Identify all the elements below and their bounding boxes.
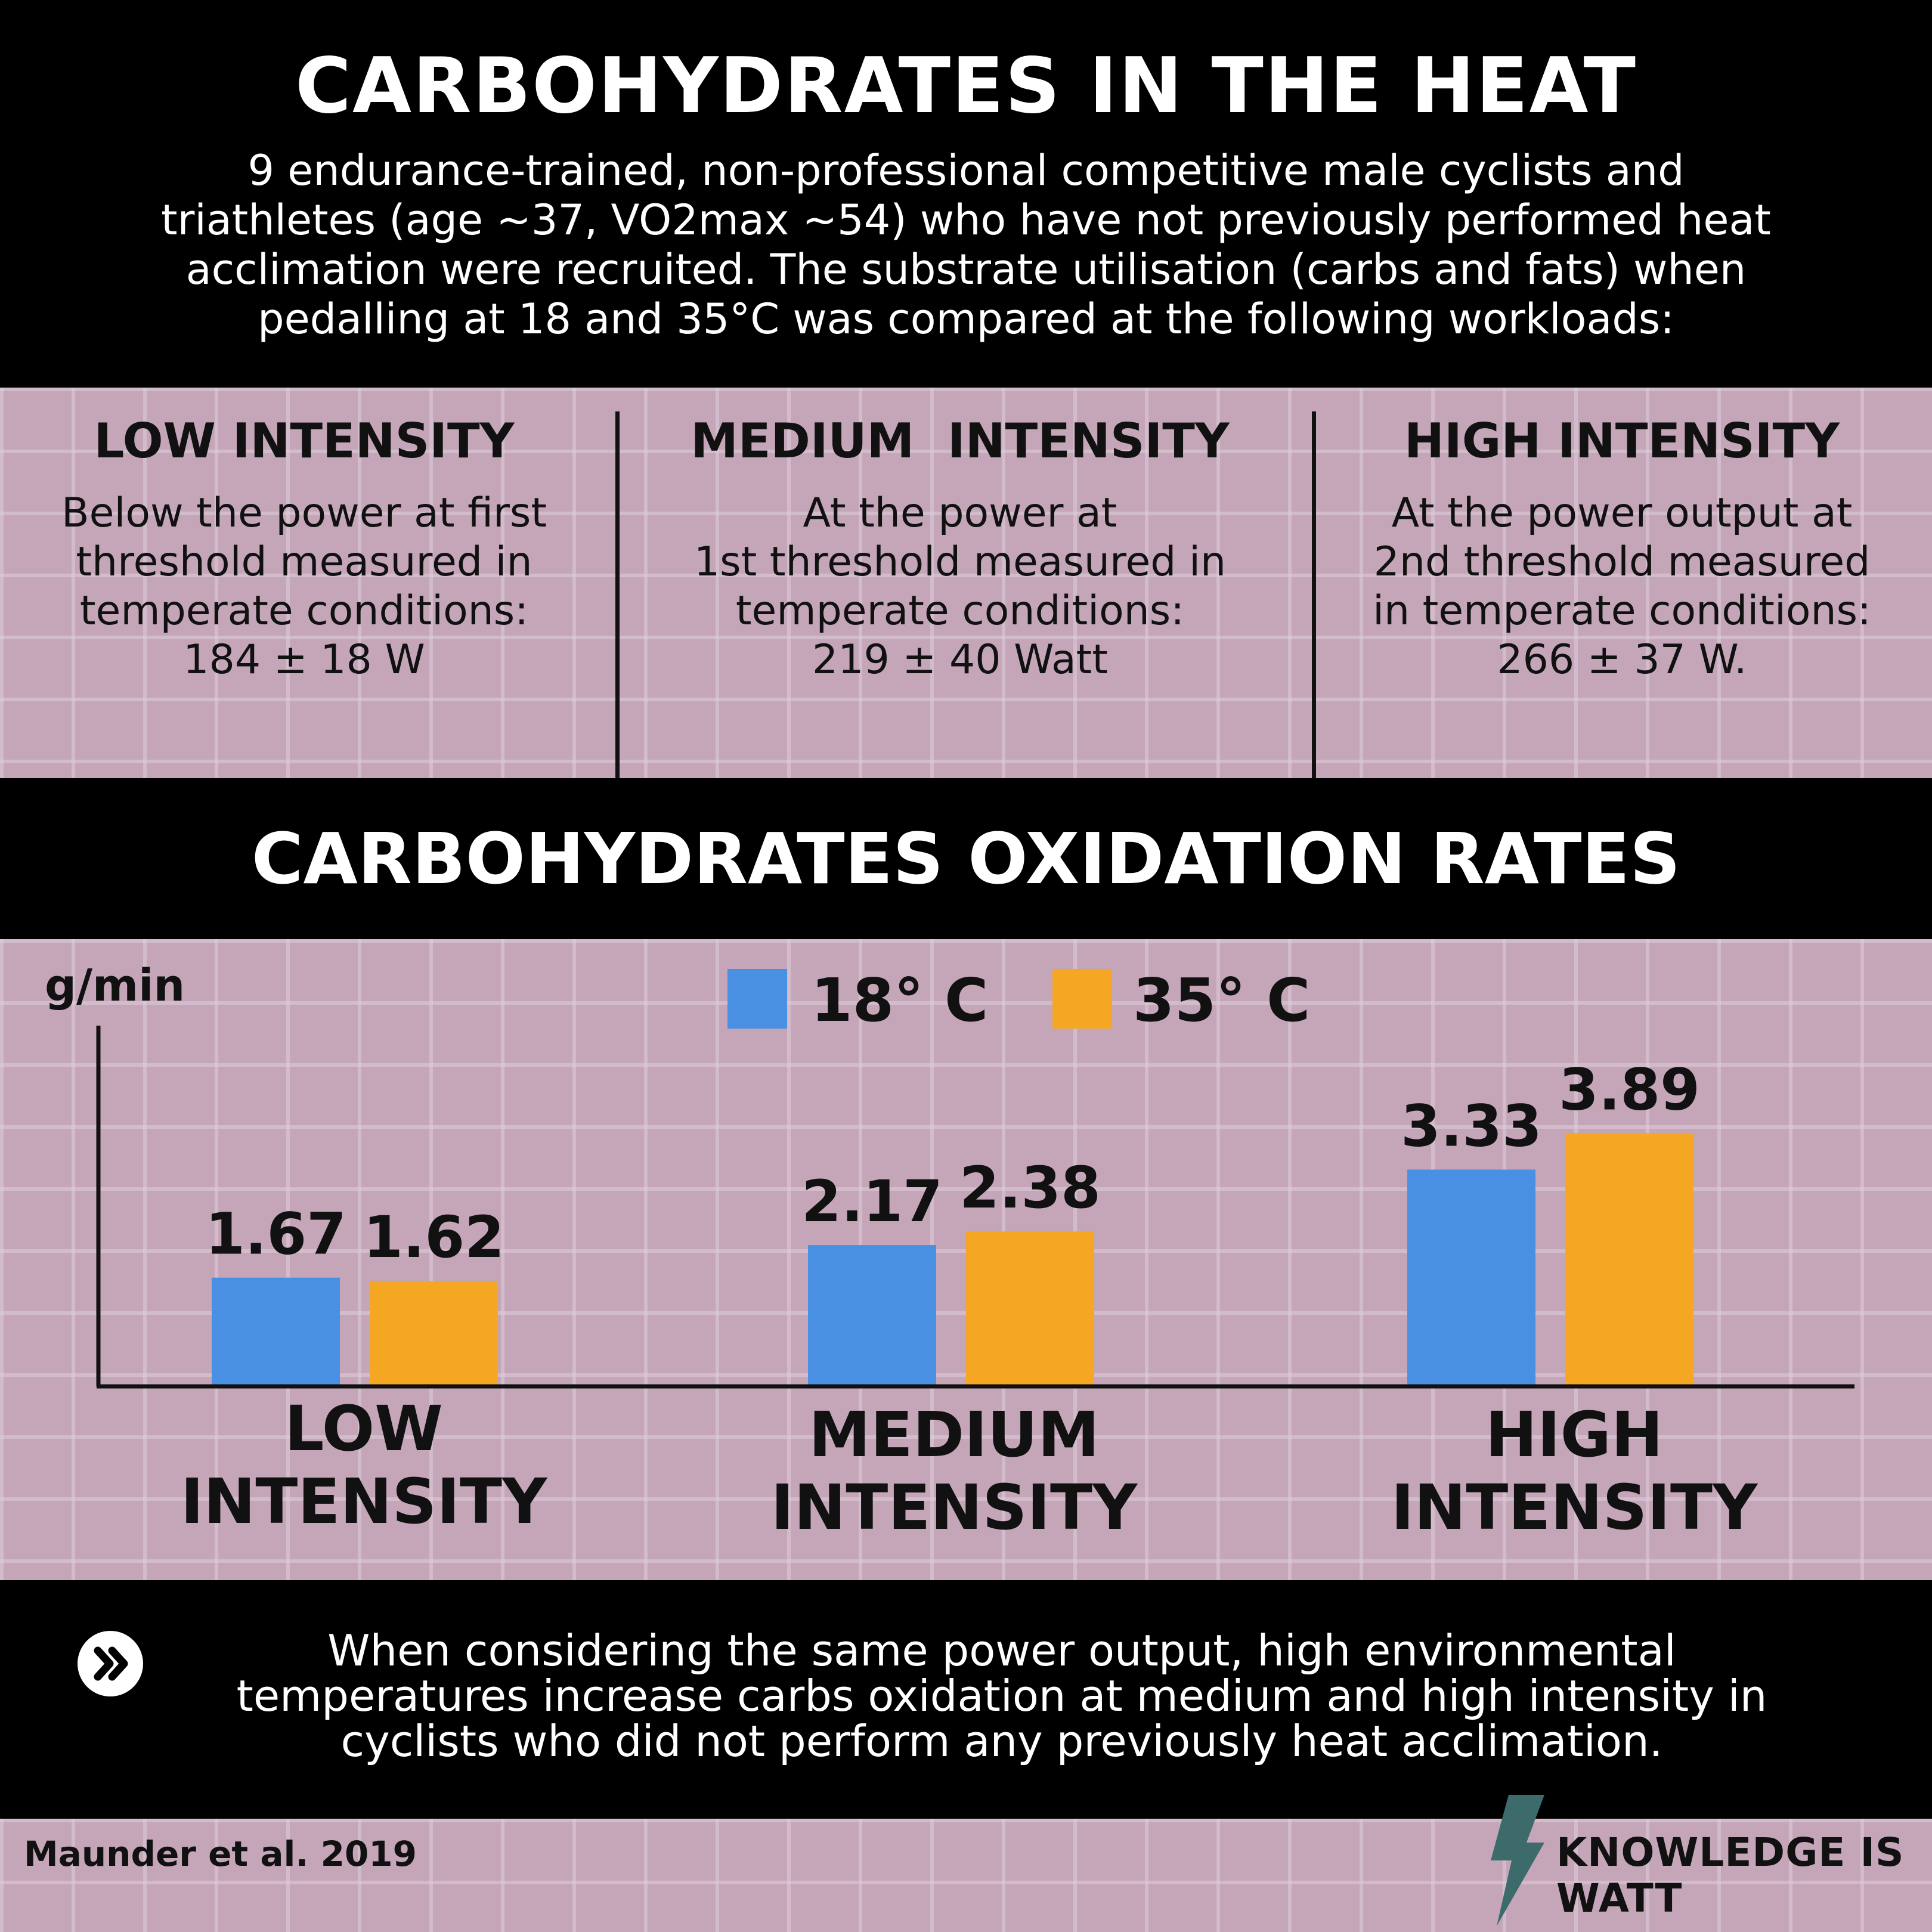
data-label: 3.33: [1401, 1092, 1542, 1159]
data-label: 1.62: [363, 1204, 504, 1271]
brand-logo-text: KNOWLEDGE IS WATT: [1556, 1829, 1905, 1921]
brick-background-top: [0, 388, 1932, 778]
data-label: 3.89: [1559, 1056, 1700, 1123]
conclusion-text: When considering the same power output, …: [179, 1628, 1825, 1764]
legend-swatch-18c: [727, 969, 787, 1029]
intro-line: 9 endurance-trained, non-professional co…: [247, 146, 1685, 195]
data-label: 2.38: [959, 1154, 1101, 1221]
workload-high: HIGH INTENSITY At the power output at 2n…: [1324, 411, 1920, 685]
bar: [1565, 1133, 1693, 1386]
workload-heading: LOW INTENSITY: [94, 413, 515, 469]
chart-title: CARBOHYDRATES OXIDATION RATES: [251, 818, 1681, 900]
workload-medium: MEDIUM INTENSITY At the power at 1st thr…: [632, 411, 1288, 685]
conclusion-panel: [0, 1580, 1932, 1819]
conclusion-line: When considering the same power output, …: [327, 1626, 1676, 1676]
workload-heading: MEDIUM INTENSITY: [691, 413, 1230, 469]
intro-line: triathletes (age ~37, VO2max ~54) who ha…: [161, 196, 1771, 244]
page-title: CARBOHYDRATES IN THE HEAT: [295, 42, 1637, 131]
conclusion-line: cyclists who did not perform any previou…: [340, 1716, 1663, 1766]
bar: [808, 1245, 936, 1386]
x-category-label: HIGH INTENSITY: [1391, 1398, 1758, 1544]
x-category-label: MEDIUM INTENSITY: [770, 1398, 1138, 1544]
bar: [212, 1277, 340, 1386]
bar: [1407, 1169, 1535, 1386]
column-divider: [615, 411, 620, 778]
lightning-bolt-icon: [1491, 1795, 1544, 1926]
data-label: 1.67: [205, 1201, 346, 1268]
chart-title-panel: [0, 778, 1932, 939]
bar-chart: 1.67 2.17 3.33 1.62 2.38 3.89: [96, 1026, 1854, 1389]
double-chevron-right-icon: [78, 1631, 143, 1696]
legend-swatch-35c: [1052, 969, 1112, 1029]
column-divider: [1312, 411, 1316, 778]
workload-heading: HIGH INTENSITY: [1404, 413, 1840, 469]
workload-low: LOW INTENSITY Below the power at first t…: [12, 411, 596, 685]
conclusion-line: temperatures increase carbs oxidation at…: [236, 1671, 1767, 1721]
workload-description: Below the power at first threshold measu…: [61, 490, 547, 683]
workload-description: At the power output at 2nd threshold mea…: [1373, 490, 1871, 683]
workload-description: At the power at 1st threshold measured i…: [693, 490, 1227, 683]
legend-label-18c: 18° C: [811, 965, 989, 1035]
legend-label-35c: 35° C: [1133, 965, 1311, 1035]
y-axis-label: g/min: [45, 960, 185, 1011]
citation: Maunder et al. 2019: [24, 1834, 417, 1874]
intro-line: pedalling at 18 and 35°C was compared at…: [258, 295, 1674, 343]
intro-text: 9 endurance-trained, non-professional co…: [119, 146, 1813, 344]
brick-background-footer: [0, 1819, 1932, 1932]
data-label: 2.17: [801, 1168, 943, 1235]
bar: [966, 1231, 1094, 1386]
header-panel: [0, 0, 1932, 388]
intro-line: acclimation were recruited. The substrat…: [185, 245, 1747, 294]
x-category-label: LOW INTENSITY: [180, 1392, 547, 1538]
bar: [370, 1281, 498, 1386]
